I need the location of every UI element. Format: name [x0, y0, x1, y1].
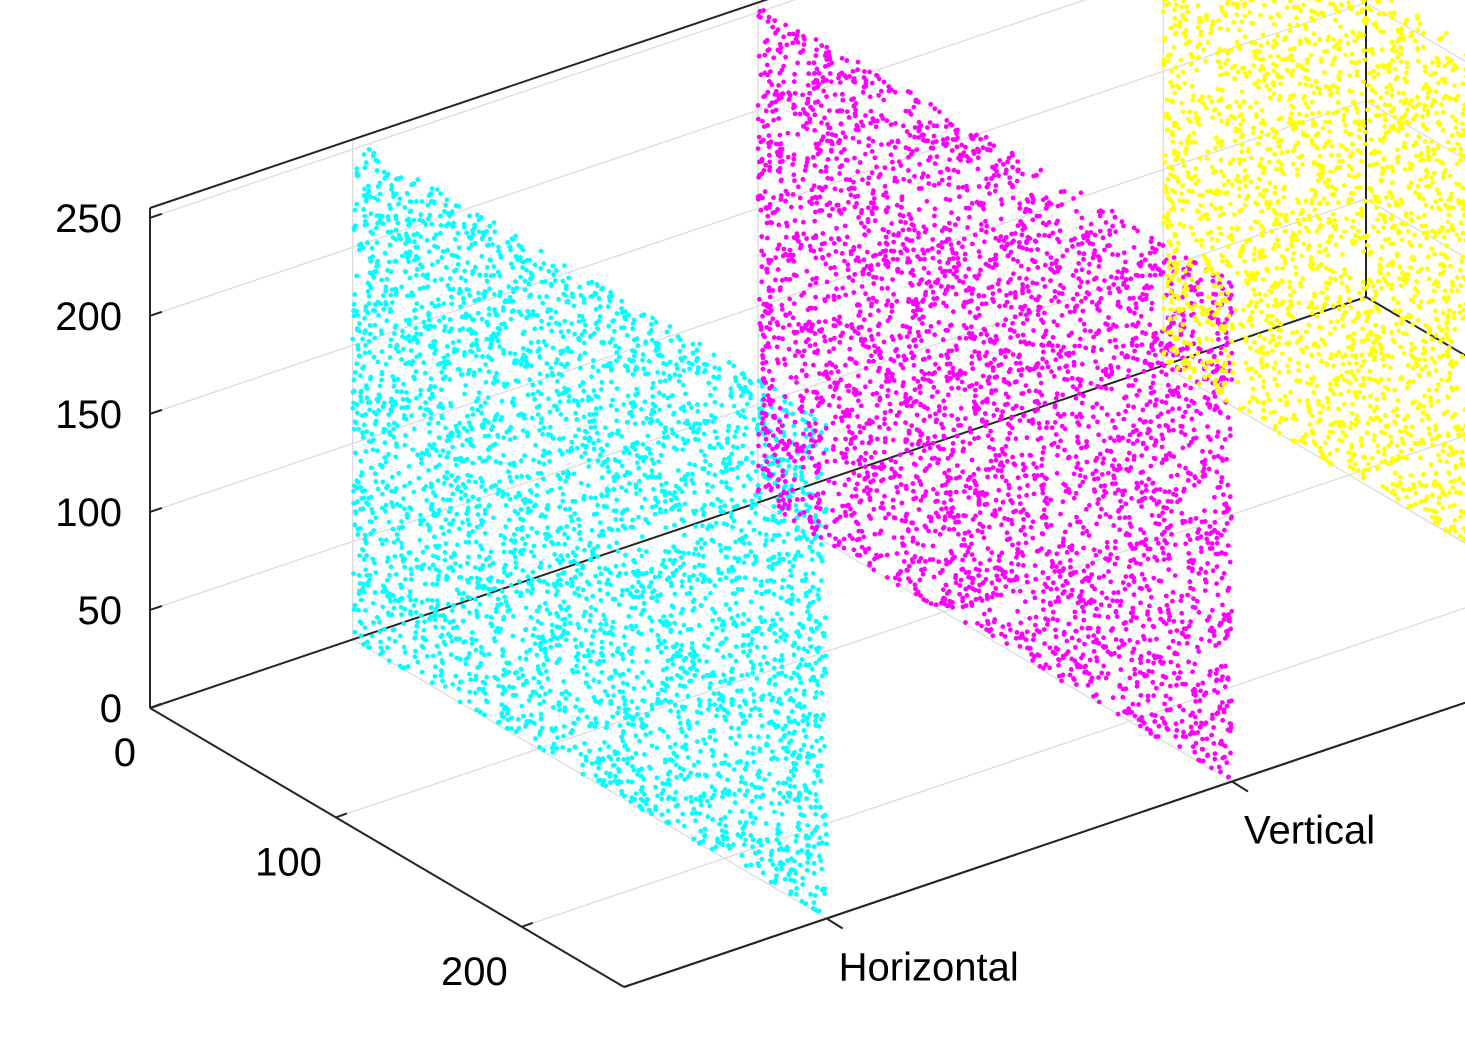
series-horizontal — [350, 147, 829, 914]
y-tick-label: 100 — [255, 840, 322, 884]
scatter-points-diagonal — [1161, 0, 1465, 546]
y-tick-label: 200 — [441, 950, 508, 994]
y-tick-mark — [335, 812, 348, 819]
axis-tick-labels: 0 50 100 150 200 250 0 100 200 Horizontal Vertical… — [55, 197, 1375, 994]
y-tick-mark — [521, 921, 534, 928]
z-tick-mark — [149, 408, 163, 415]
series-diagonal — [1161, 0, 1465, 546]
x-tick-label-vertical: Vertical — [1244, 809, 1375, 853]
grid-line-x-floor — [352, 638, 827, 920]
axes-box-edge — [1365, 296, 1465, 357]
axes-box-edge-front — [623, 701, 1465, 988]
z-tick-label: 50 — [78, 589, 123, 633]
x-tick-label-horizontal: Horizontal — [839, 946, 1019, 990]
scatter-points-horizontal — [350, 147, 829, 914]
grid-line-x-floor — [1163, 364, 1465, 544]
z-tick-label: 150 — [55, 393, 122, 437]
axes-box-edge — [149, 0, 769, 209]
grid-line-z-side — [1365, 100, 1465, 160]
z-tick-label: 200 — [55, 295, 122, 339]
z-tick-label: 0 — [100, 687, 122, 731]
grid-line-x-floor — [757, 501, 1233, 783]
z-tick-mark — [149, 605, 163, 611]
x-tick-mark — [826, 917, 844, 930]
grid-line-z-side — [1365, 2, 1465, 62]
scatter-points-vertical — [755, 8, 1235, 780]
series-vertical — [755, 8, 1235, 780]
x-tick-mark — [1231, 780, 1249, 793]
y-tick-label: 0 — [114, 731, 136, 775]
axes-box-edge — [149, 707, 625, 988]
z-tick-label: 250 — [55, 197, 122, 241]
axes-box-edge — [623, 701, 1465, 988]
axes-box-front — [623, 701, 1465, 988]
y-tick-mark — [149, 703, 162, 709]
grid-line-y-floor — [521, 607, 1465, 928]
z-tick-mark — [149, 310, 163, 317]
scatter-points — [350, 0, 1465, 914]
axis-ticks — [149, 212, 1249, 930]
z-tick-mark — [149, 506, 163, 513]
z-tick-label: 100 — [55, 491, 122, 535]
z-tick-mark — [149, 212, 163, 219]
